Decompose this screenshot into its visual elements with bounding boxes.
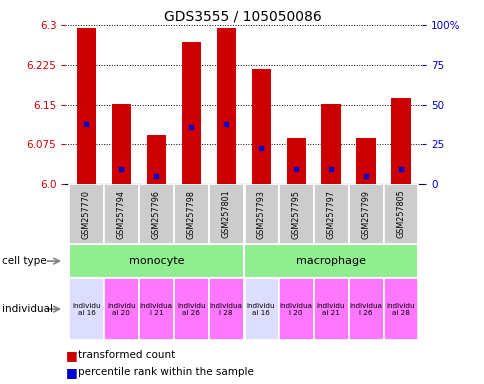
Text: GDS3555 / 105050086: GDS3555 / 105050086 [163,10,321,23]
Bar [391,98,410,184]
Bar [76,28,96,184]
Bar [348,184,383,244]
Text: individu
al 21: individu al 21 [316,303,345,316]
Bar [383,184,418,244]
Bar [138,184,173,244]
Text: GSM257770: GSM257770 [82,190,91,238]
Text: GSM257799: GSM257799 [361,190,370,238]
Text: GSM257805: GSM257805 [395,190,405,238]
Bar [321,104,340,184]
Bar [243,184,278,244]
Text: individua
l 26: individua l 26 [349,303,382,316]
Bar [313,278,348,340]
Text: individua
l 28: individua l 28 [209,303,242,316]
Bar [278,278,313,340]
Bar [313,184,348,244]
Text: ■: ■ [65,366,77,379]
Bar [208,278,243,340]
Bar [243,278,278,340]
Bar [216,28,235,184]
Text: individua
l 21: individua l 21 [139,303,172,316]
Text: transformed count: transformed count [77,350,175,360]
Bar [111,104,131,184]
Bar [173,184,208,244]
Text: GSM257796: GSM257796 [151,190,161,238]
Bar [286,137,305,184]
Text: GSM257801: GSM257801 [221,190,230,238]
Text: individu
al 26: individu al 26 [177,303,205,316]
Text: individual: individual [2,304,53,314]
Bar [348,278,383,340]
Bar [104,184,138,244]
Text: GSM257798: GSM257798 [186,190,196,238]
Text: individu
al 16: individu al 16 [246,303,275,316]
Bar [69,278,104,340]
Text: GSM257795: GSM257795 [291,190,300,238]
Bar [208,184,243,244]
Bar [69,184,104,244]
Bar [243,244,418,278]
Bar [69,244,243,278]
Text: GSM257794: GSM257794 [117,190,126,238]
Bar [278,184,313,244]
Text: individu
al 28: individu al 28 [386,303,414,316]
Text: GSM257793: GSM257793 [256,190,265,238]
Text: ■: ■ [65,349,77,362]
Text: macrophage: macrophage [295,256,365,266]
Text: percentile rank within the sample: percentile rank within the sample [77,367,253,377]
Bar [383,278,418,340]
Bar [182,42,200,184]
Bar [104,278,138,340]
Bar [173,278,208,340]
Text: GSM257797: GSM257797 [326,190,335,238]
Text: individu
al 16: individu al 16 [72,303,101,316]
Text: cell type: cell type [2,256,47,266]
Bar [138,278,173,340]
Bar [251,68,270,184]
Bar [147,136,166,184]
Text: monocyte: monocyte [128,256,184,266]
Text: individua
l 20: individua l 20 [279,303,312,316]
Bar [356,137,375,184]
Text: individu
al 20: individu al 20 [107,303,136,316]
